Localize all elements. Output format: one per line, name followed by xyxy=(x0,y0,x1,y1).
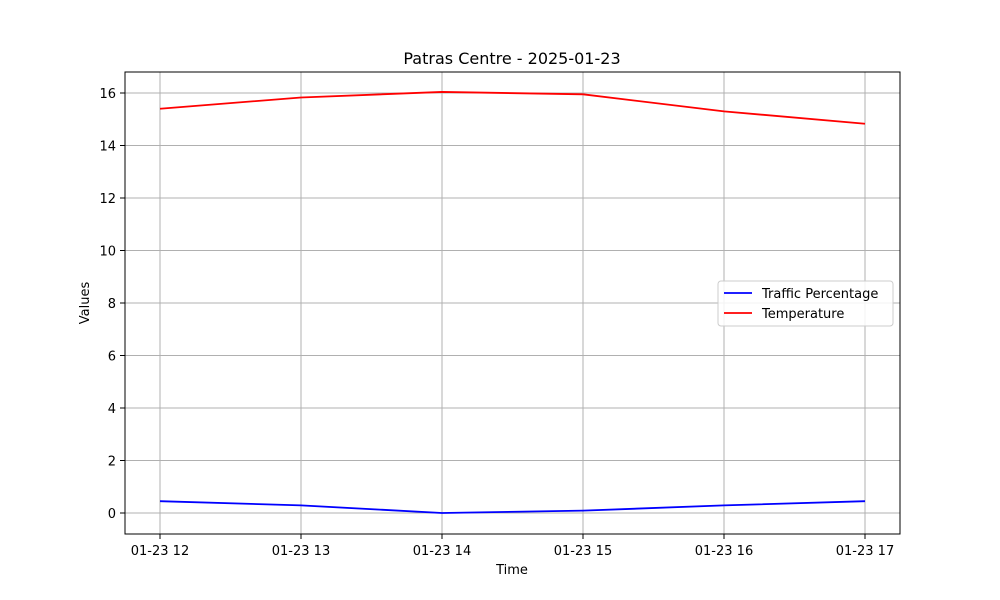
y-axis-label: Values xyxy=(78,282,93,325)
x-tick-label: 01-23 17 xyxy=(836,544,894,559)
series-line-1 xyxy=(159,91,866,125)
y-tick-label: 12 xyxy=(99,192,116,207)
legend-box xyxy=(717,280,894,327)
chart-title: Patras Centre - 2025-01-23 xyxy=(403,49,620,68)
x-tick-label: 01-23 13 xyxy=(272,544,330,559)
series-lines xyxy=(159,91,866,514)
y-tick-label: 4 xyxy=(108,402,116,417)
x-tick-label: 01-23 14 xyxy=(413,544,471,559)
y-tick-label: 14 xyxy=(99,140,116,155)
y-tick-label: 6 xyxy=(108,350,116,365)
y-tick-label: 2 xyxy=(108,455,116,470)
y-axis-ticks: 0 2 4 6 8 10 12 14 16 xyxy=(99,87,125,522)
y-tick-label: 16 xyxy=(99,87,116,102)
x-axis-label: Time xyxy=(495,563,528,578)
legend-label-1: Temperature xyxy=(761,307,844,322)
x-tick-label: 01-23 15 xyxy=(554,544,612,559)
x-axis-ticks: 01-23 12 01-23 13 01-23 14 01-23 15 01-23 16… xyxy=(131,534,894,559)
series-line-0 xyxy=(159,500,866,514)
y-tick-label: 10 xyxy=(99,245,116,260)
x-tick-label: 01-23 12 xyxy=(131,544,189,559)
legend: Traffic Percentage Temperature xyxy=(717,280,894,327)
x-tick-label: 01-23 16 xyxy=(695,544,753,559)
y-tick-label: 0 xyxy=(108,507,116,522)
y-tick-label: 8 xyxy=(108,297,116,312)
legend-label-0: Traffic Percentage xyxy=(761,287,878,302)
